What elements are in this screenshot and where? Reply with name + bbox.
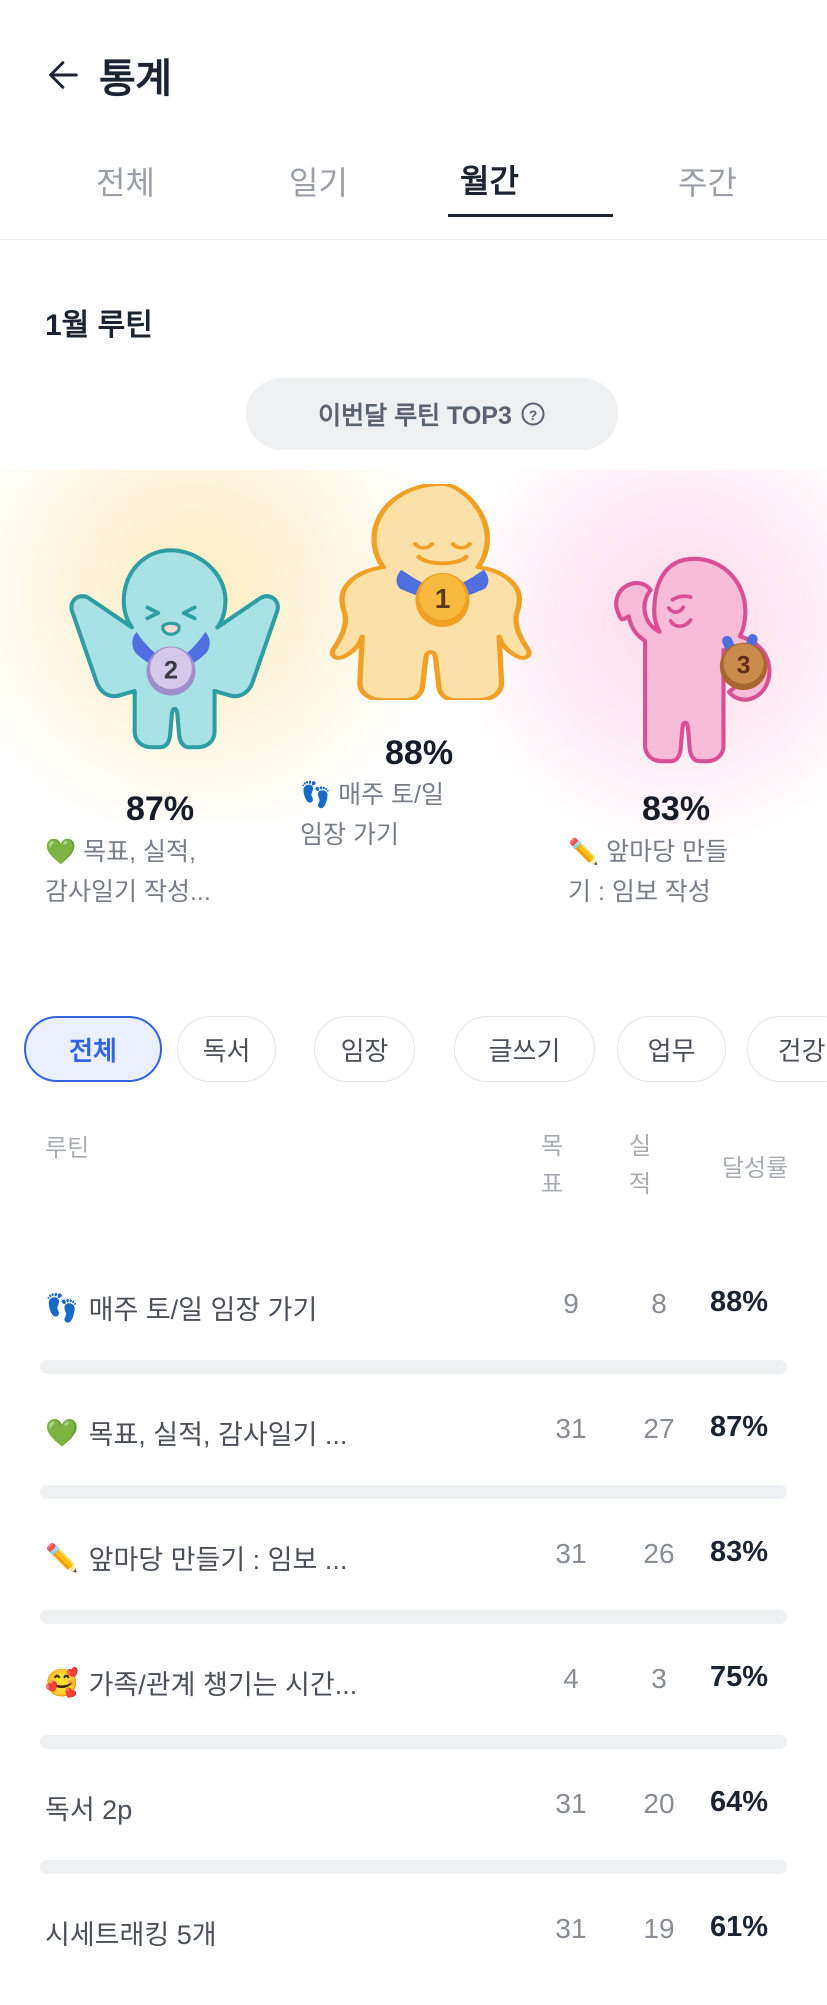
svg-text:2: 2 <box>164 656 178 684</box>
svg-text:1: 1 <box>435 583 451 614</box>
svg-text:3: 3 <box>737 653 751 680</box>
svg-text:?: ? <box>529 407 538 423</box>
